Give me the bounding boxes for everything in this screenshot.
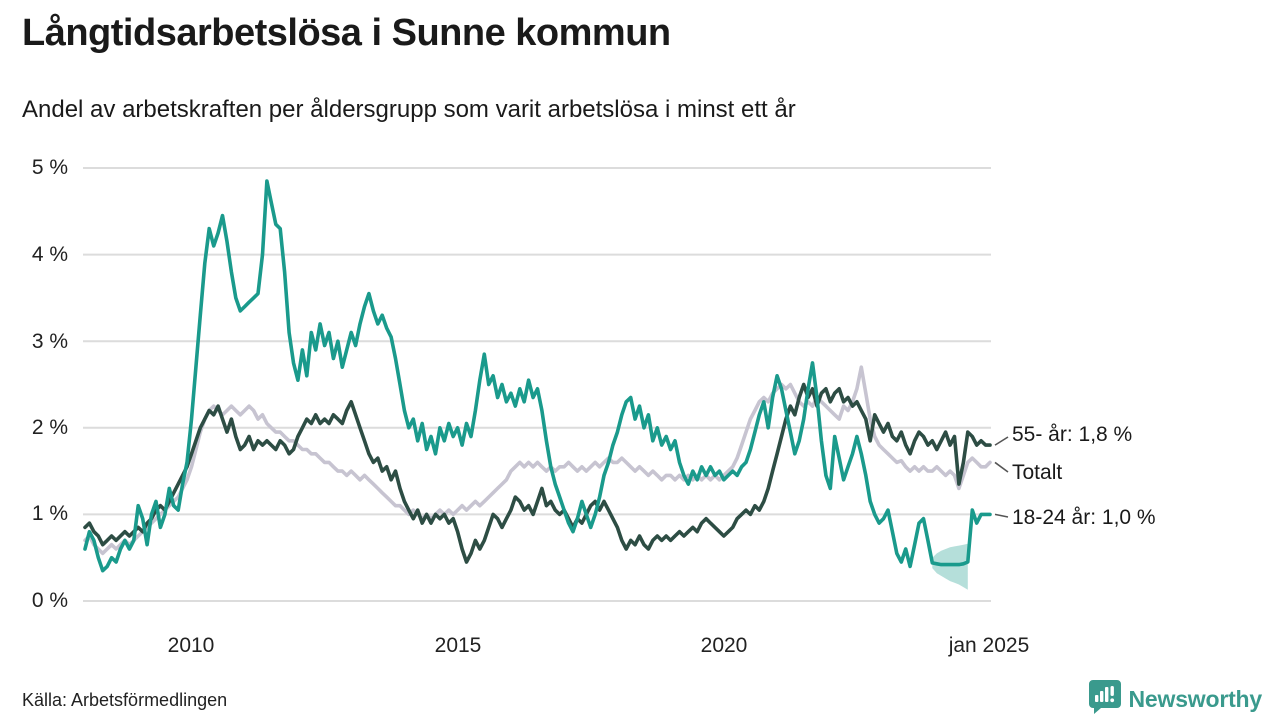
x-axis-tick-2010: 2010 [167, 634, 215, 657]
y-axis-tick-3: 3 % [31, 330, 68, 353]
y-axis-tick-1: 1 % [31, 502, 68, 525]
x-axis-tick-jan-2025: jan 2025 [948, 634, 1030, 657]
series-label-18-24: 18-24 år: 1,0 % [1012, 506, 1156, 529]
series-label-totalt: Totalt [1012, 461, 1063, 484]
chart-subtitle: Andel av arbetskraften per åldersgrupp s… [22, 96, 796, 123]
source-note: Källa: Arbetsförmedlingen [22, 690, 228, 710]
y-axis-tick-4: 4 % [31, 243, 68, 266]
newsworthy-bar-chart-icon [1088, 679, 1122, 720]
y-axis-tick-5: 5 % [31, 156, 68, 179]
y-axis-tick-0: 0 % [31, 589, 68, 612]
brand-logo: Newsworthy [1088, 679, 1263, 720]
x-axis-tick-2015: 2015 [434, 634, 482, 657]
page-title: Långtidsarbetslösa i Sunne kommun [22, 12, 671, 54]
brand-name: Newsworthy [1128, 685, 1263, 712]
y-axis-tick-2: 2 % [31, 416, 68, 439]
x-axis-tick-2020: 2020 [700, 634, 748, 657]
series-label-55: 55- år: 1,8 % [1012, 423, 1133, 446]
